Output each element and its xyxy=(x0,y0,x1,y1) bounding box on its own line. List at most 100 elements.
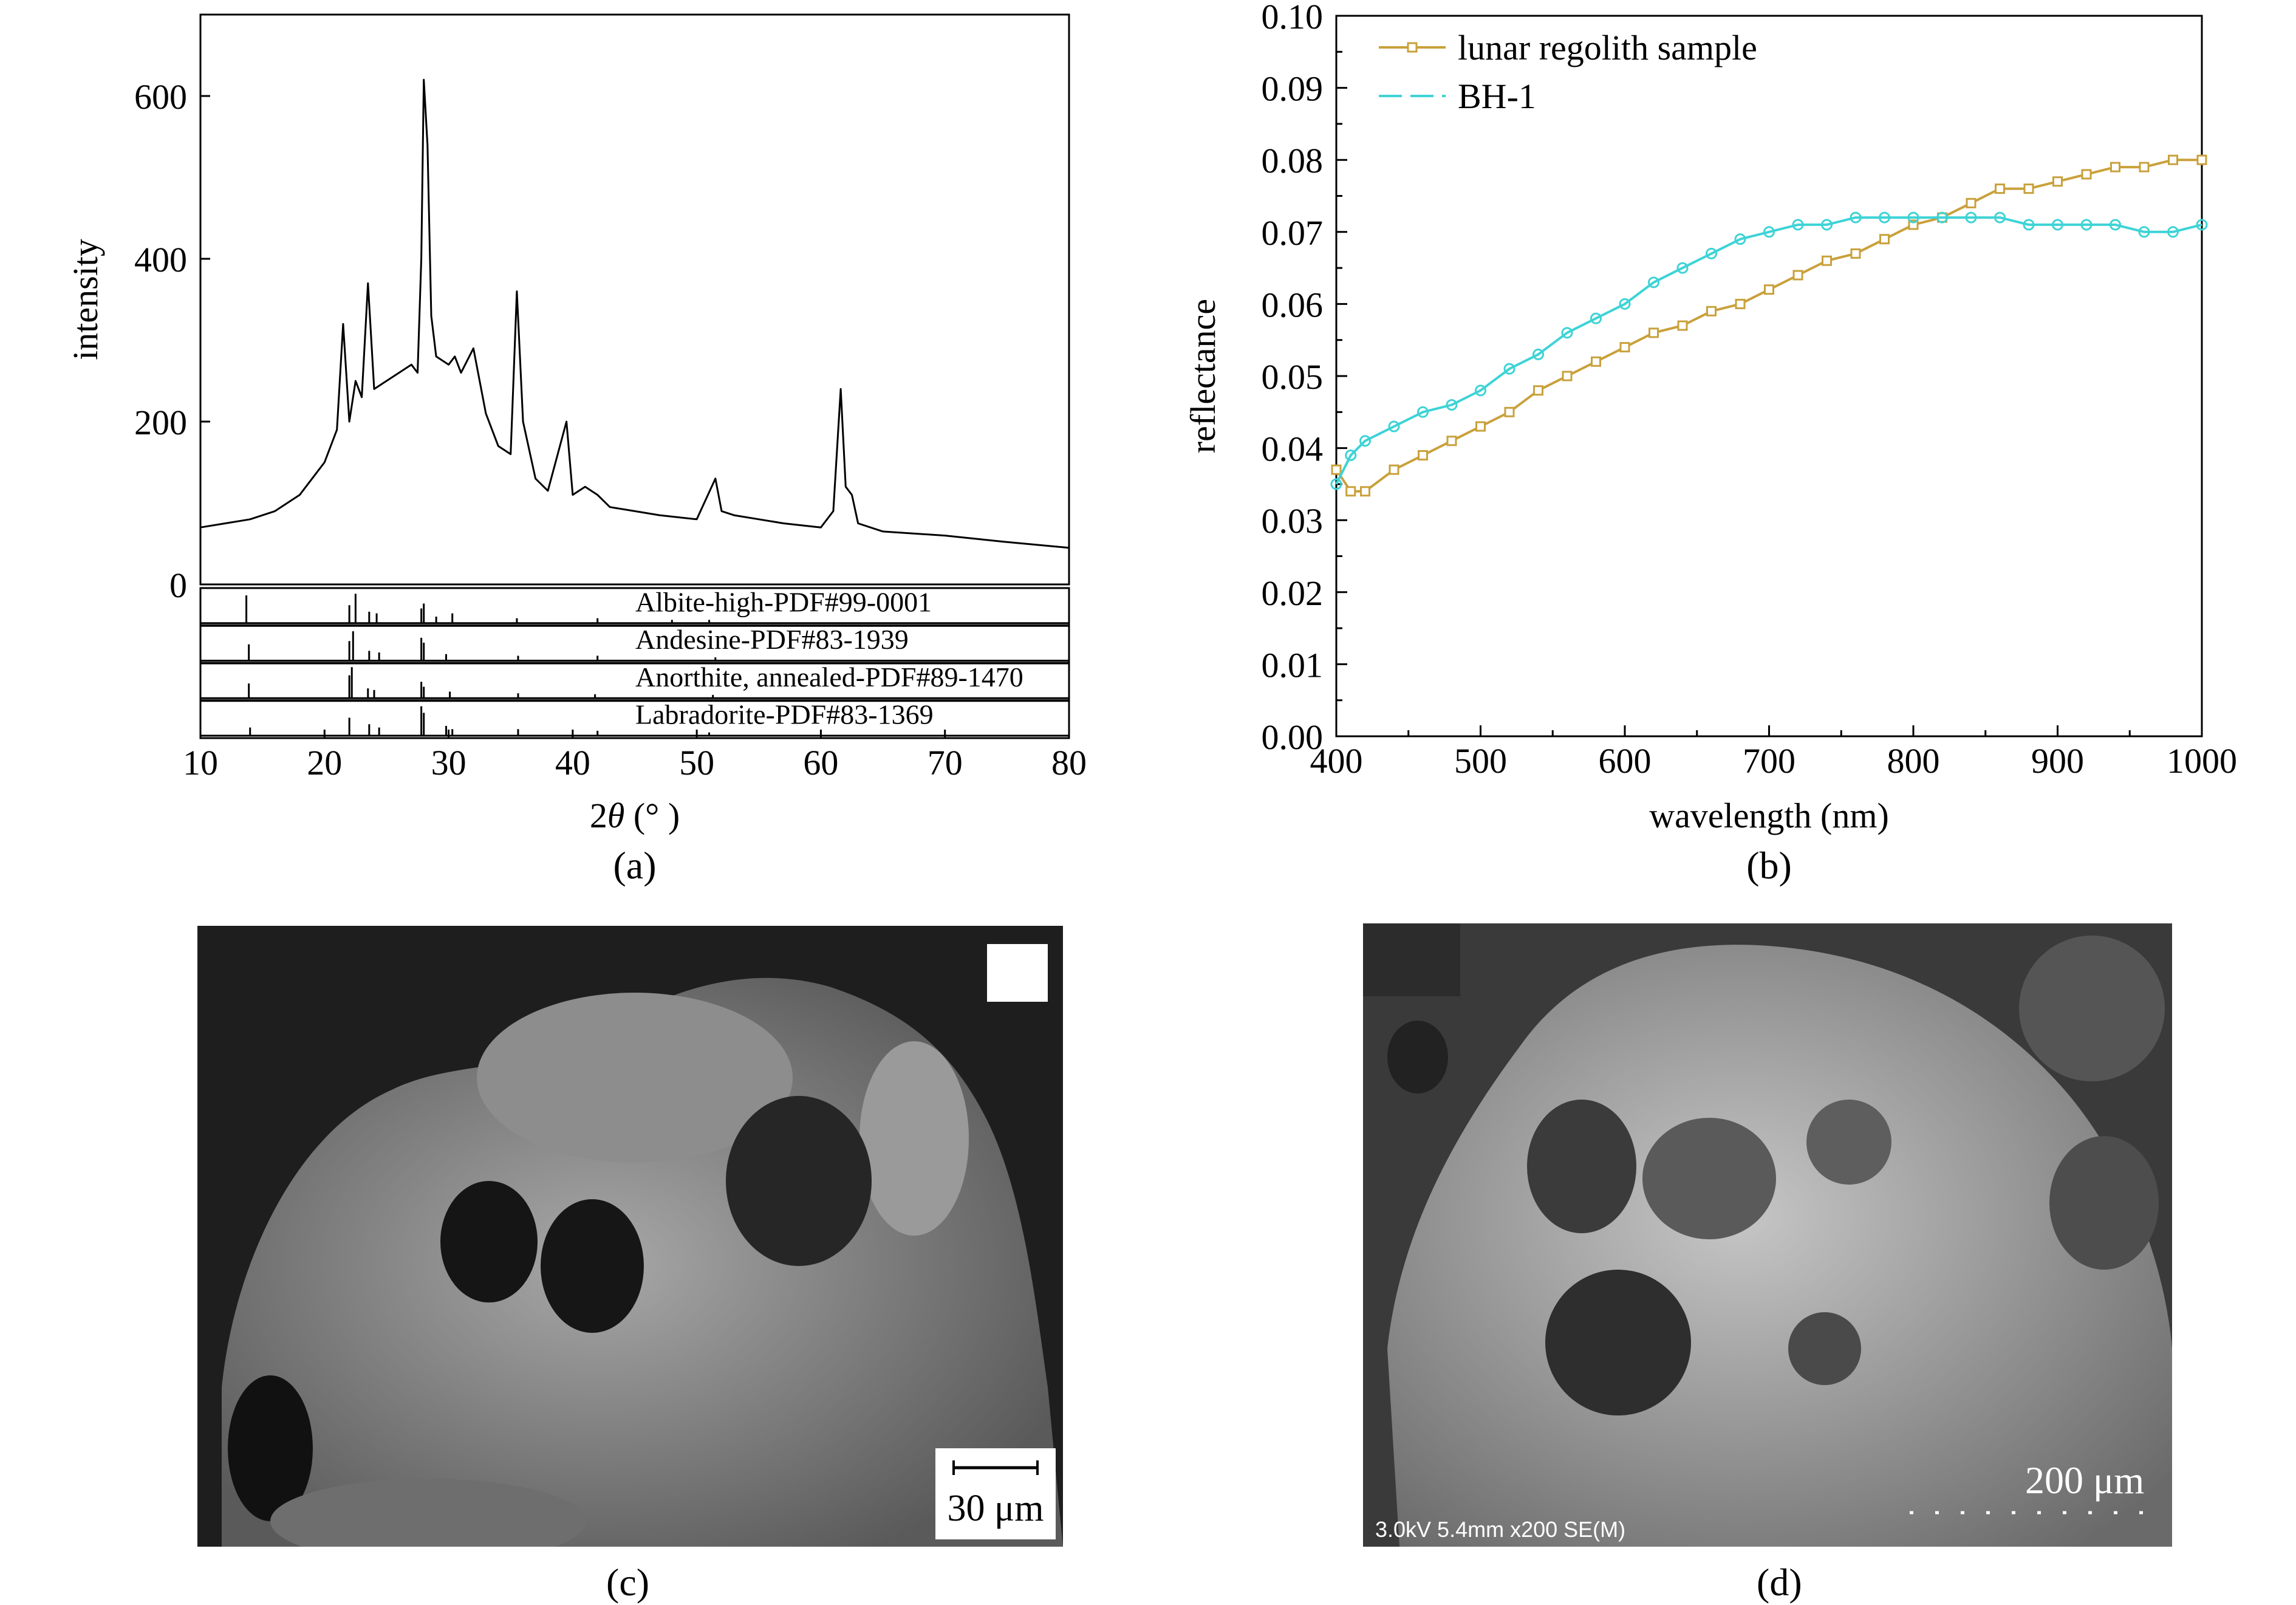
x-axis-label-suffix: (° ) xyxy=(624,796,680,835)
data-point xyxy=(2080,219,2093,231)
data-point xyxy=(1706,306,1717,317)
y-tick-label: 0.04 xyxy=(1262,429,1324,469)
y-tick-label: 600 xyxy=(134,77,187,117)
data-point xyxy=(1561,327,1573,339)
data-point xyxy=(1331,464,1342,475)
reference-label: Labradorite-PDF#83-1369 xyxy=(635,699,934,730)
data-point xyxy=(1965,211,1977,224)
x-axis-label-prefix: 2 xyxy=(590,796,607,835)
x-tick-label: 600 xyxy=(1599,741,1652,781)
data-point xyxy=(2081,169,2092,180)
data-point xyxy=(2168,154,2178,165)
data-point xyxy=(1446,399,1458,411)
data-point xyxy=(1590,312,1602,324)
data-point xyxy=(2139,162,2150,173)
data-point xyxy=(1735,298,1746,309)
x-axis-label-symbol: θ xyxy=(607,796,625,835)
data-point xyxy=(1821,219,1833,231)
scale-bar-box-c: 30 μm xyxy=(935,1448,1056,1539)
data-point xyxy=(1850,248,1861,259)
data-point xyxy=(1936,211,1948,224)
x-tick-label: 800 xyxy=(1887,741,1940,781)
xrd-pattern-line xyxy=(200,78,1070,549)
data-point xyxy=(1446,436,1457,447)
data-point xyxy=(1503,363,1515,375)
y-tick-label: 400 xyxy=(134,240,187,279)
scale-bar-d xyxy=(1910,1511,2165,1514)
data-point xyxy=(1619,342,1630,353)
data-point xyxy=(1648,276,1659,289)
data-point xyxy=(1907,211,1919,224)
data-point xyxy=(1330,478,1342,490)
data-point xyxy=(2196,219,2208,231)
y-tick-label: 0.03 xyxy=(1262,501,1324,541)
scale-bar-label-d: 200 μm xyxy=(2025,1459,2145,1502)
data-point xyxy=(2052,219,2063,231)
y-tick-label: 200 xyxy=(134,403,187,442)
x-tick-label: 50 xyxy=(679,743,714,782)
y-tick-label: 0.02 xyxy=(1262,573,1324,613)
y-tick-label: 0.07 xyxy=(1262,213,1324,253)
data-point xyxy=(1763,226,1775,238)
x-tick-label: 60 xyxy=(803,743,838,782)
data-point xyxy=(2023,183,2034,194)
y-tick-label: 0.01 xyxy=(1262,645,1324,685)
data-point xyxy=(1345,486,1356,497)
y-tick-label: 0.10 xyxy=(1262,0,1324,36)
data-point xyxy=(1532,348,1544,360)
data-point xyxy=(1619,298,1631,310)
data-point xyxy=(1995,183,2005,194)
data-point xyxy=(1764,284,1774,295)
data-point xyxy=(1822,255,1832,266)
y-tick-label: 0.06 xyxy=(1262,285,1324,324)
x-tick-label: 400 xyxy=(1310,741,1363,781)
data-point xyxy=(1792,219,1804,231)
data-point xyxy=(1388,420,1400,433)
data-point xyxy=(1734,233,1746,245)
y-tick-label: 0.00 xyxy=(1262,717,1324,757)
data-point xyxy=(1879,211,1890,224)
scale-bar-c xyxy=(952,1460,1039,1475)
y-axis-label: intensity xyxy=(66,239,105,360)
data-point xyxy=(1966,197,1977,208)
sem-image-c: 30 μm xyxy=(197,926,1063,1547)
sem-info-label-d: 3.0kV 5.4mm x200 SE(M) xyxy=(1375,1517,1626,1542)
data-point xyxy=(2023,219,2035,231)
data-point xyxy=(2110,162,2120,173)
x-tick-label: 10 xyxy=(183,743,218,782)
data-point xyxy=(1504,406,1515,417)
data-point xyxy=(1850,211,1862,224)
x-tick-label: 700 xyxy=(1743,741,1795,781)
reflectance-plot-frame xyxy=(1335,15,2203,737)
y-tick-label: 0 xyxy=(169,566,187,605)
data-point xyxy=(1475,385,1486,397)
series-lunar-regolith xyxy=(1331,154,2207,497)
data-point xyxy=(1676,262,1689,274)
data-point xyxy=(1417,406,1429,418)
data-point xyxy=(2110,219,2121,231)
data-point xyxy=(1533,385,1543,396)
x-tick-label: 1000 xyxy=(2167,741,2237,781)
data-point xyxy=(1649,327,1659,338)
data-point xyxy=(1345,449,1357,461)
scale-bar-label-c: 30 μm xyxy=(947,1488,1044,1529)
y-tick-label: 0.09 xyxy=(1262,69,1324,109)
x-tick-label: 70 xyxy=(928,743,963,782)
data-point xyxy=(2167,226,2179,238)
panel-label-b: (b) xyxy=(1746,844,1792,887)
reference-label: Andesine-PDF#83-1939 xyxy=(635,624,909,655)
data-point xyxy=(1360,486,1370,497)
x-tick-label: 900 xyxy=(2031,741,2084,781)
y-tick-label: 0.08 xyxy=(1262,141,1324,180)
x-tick-label: 20 xyxy=(307,743,342,782)
x-axis-label: 2θ (° ) xyxy=(590,796,680,835)
data-point xyxy=(2052,176,2063,187)
panel-label-a: (a) xyxy=(613,844,656,887)
reference-label: Albite-high-PDF#99-0001 xyxy=(635,586,932,617)
y-tick-label: 0.05 xyxy=(1262,357,1324,397)
data-point xyxy=(1562,371,1573,382)
data-point xyxy=(1359,435,1371,447)
xrd-plot-frame xyxy=(199,13,1070,586)
sem-image-d: 200 μm 3.0kV 5.4mm x200 SE(M) xyxy=(1363,923,2172,1547)
legend-label-2: BH-1 xyxy=(1458,77,1536,116)
